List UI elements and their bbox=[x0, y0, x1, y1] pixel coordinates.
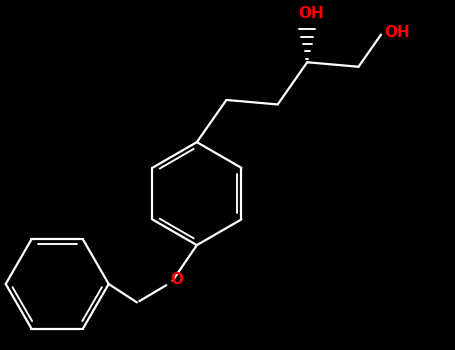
Text: O: O bbox=[171, 272, 184, 287]
Text: OH: OH bbox=[384, 25, 410, 40]
Text: OH: OH bbox=[298, 6, 324, 21]
